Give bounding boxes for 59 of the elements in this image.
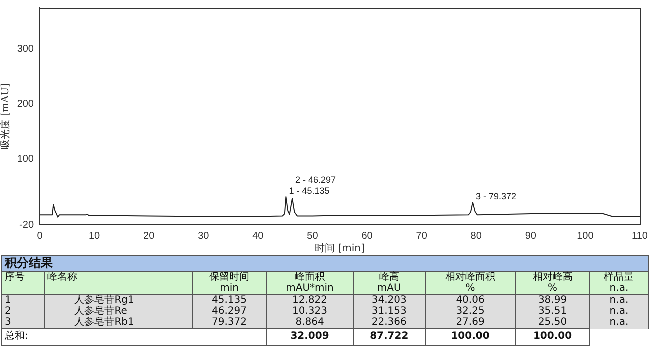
text: 2 bbox=[2, 306, 44, 317]
y-tick-label: 300 bbox=[17, 44, 34, 55]
x-tick-label: 100 bbox=[577, 230, 594, 242]
x-tick-label: 60 bbox=[362, 230, 374, 242]
text: 序号 bbox=[2, 272, 44, 294]
text: 32.25 bbox=[425, 306, 516, 317]
x-tick-label: 30 bbox=[198, 230, 210, 242]
text: n.a. bbox=[590, 306, 648, 317]
text: 35.51 bbox=[516, 306, 590, 317]
text: 40.06 bbox=[425, 294, 516, 306]
text: 12.822 bbox=[266, 294, 354, 306]
text: 样品量 n.a. bbox=[590, 272, 648, 294]
annotation: 2 - 46.297 bbox=[296, 174, 336, 185]
y-tick-label: 200 bbox=[17, 98, 34, 110]
text: 人参皂苷Re bbox=[44, 306, 192, 317]
text: 31.153 bbox=[353, 306, 426, 317]
annotation: 3 - 79.372 bbox=[476, 191, 516, 202]
text: 峰高 mAU bbox=[353, 272, 426, 294]
x-tick-label: 90 bbox=[525, 230, 537, 242]
y-tick-label: 100 bbox=[17, 154, 34, 165]
x-tick-label: 40 bbox=[252, 230, 264, 242]
x-tick-label: 0 bbox=[37, 230, 44, 242]
x-tick-label: 50 bbox=[307, 230, 319, 242]
text: 人参皂苷Rg1 bbox=[44, 294, 192, 306]
text: 保留时间 min bbox=[192, 272, 267, 294]
text: 峰面积 mAU*min bbox=[266, 272, 354, 294]
x-tick-label: 110 bbox=[632, 230, 648, 242]
text: 1 bbox=[2, 294, 44, 306]
text: 100.00 bbox=[516, 328, 590, 346]
x-tick-label: 10 bbox=[88, 230, 101, 242]
x-tick-label: 80 bbox=[470, 230, 482, 242]
text: 人参皂苷Rb1 bbox=[44, 317, 192, 328]
text: 总和: bbox=[2, 328, 267, 346]
text: 27.69 bbox=[425, 317, 516, 328]
text: 100.00 bbox=[425, 328, 516, 346]
y-tick-label: -20 bbox=[20, 220, 34, 231]
x-axis-title: 时间 [min] bbox=[315, 242, 366, 255]
text: 34.203 bbox=[353, 294, 426, 306]
text: 45.135 bbox=[192, 294, 267, 306]
text: 38.99 bbox=[516, 294, 590, 306]
x-tick-label: 70 bbox=[416, 230, 428, 242]
text: 32.009 bbox=[266, 328, 354, 346]
annotation: 1 - 45.135 bbox=[289, 186, 330, 196]
text: 87.722 bbox=[353, 328, 426, 346]
text: 46.297 bbox=[192, 306, 267, 317]
text: 25.50 bbox=[516, 317, 590, 328]
text: 10.323 bbox=[266, 306, 354, 317]
y-axis-title: 吸光度 [mAU] bbox=[0, 83, 12, 150]
text: n.a. bbox=[590, 317, 648, 328]
text: 积分结果 bbox=[2, 256, 648, 272]
text: 79.372 bbox=[192, 317, 267, 328]
x-tick-label: 20 bbox=[144, 230, 156, 242]
text: 相对峰面积 % bbox=[425, 272, 516, 294]
text: 峰名称 bbox=[44, 272, 192, 294]
text: 相对峰高 % bbox=[516, 272, 590, 294]
text: n.a. bbox=[590, 294, 648, 306]
text: 8.864 bbox=[266, 317, 354, 328]
text: 22.366 bbox=[353, 317, 426, 328]
text: 3 bbox=[2, 317, 44, 328]
